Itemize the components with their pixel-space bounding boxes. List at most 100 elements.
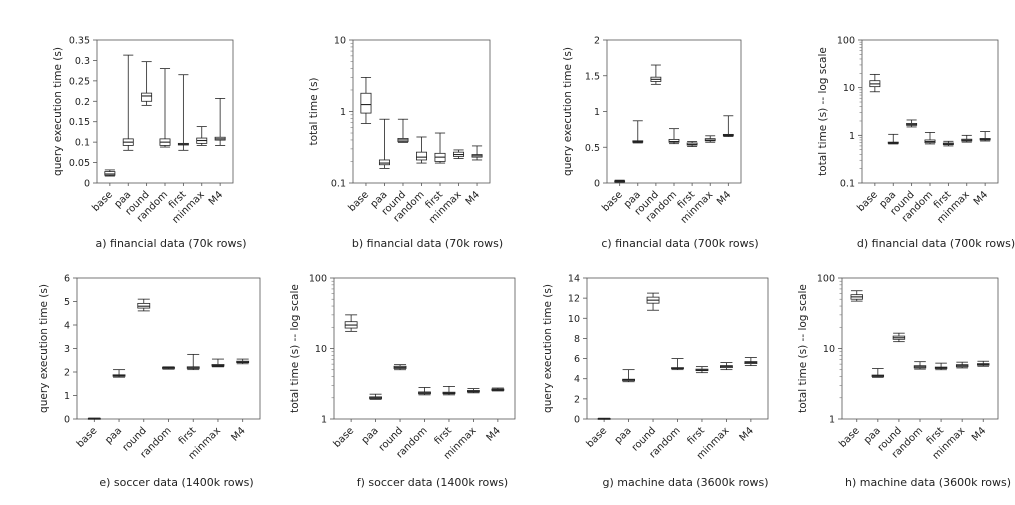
y-axis-label: query execution time (s) [52,47,64,176]
y-axis-label: total time (s) -- log scale [289,284,301,413]
y-tick-label: 1 [594,107,600,118]
category-label: base [585,425,610,450]
panel-caption: f) soccer data (1400k rows) [357,476,508,489]
category-label: M4 [207,189,225,207]
y-tick-label: 0.5 [585,143,600,154]
plot-frame [76,277,261,420]
panel-caption: c) financial data (700k rows) [601,237,758,250]
y-tick-label: 0 [594,179,600,190]
box [141,92,153,102]
y-tick-label: 6 [574,354,580,365]
plot-frame [333,277,516,420]
y-tick-label: 12 [568,294,580,305]
y-tick-label: 0.1 [75,138,90,149]
panel-caption: d) financial data (700k rows) [857,237,1015,250]
category-label: base [332,425,357,450]
box [104,171,116,176]
y-tick-label: 10 [334,36,346,47]
y-tick-label: 2 [574,394,580,405]
category-label: first [177,425,199,447]
plot-frame [861,39,999,184]
y-tick-label: 10 [843,83,855,94]
y-tick-label: 4 [574,374,580,385]
y-tick-label: 0 [64,415,70,426]
chart-panel-1: 0 0.05 0.1 0.15 0.2 0.25 0.3 0.35 query executio… [52,36,247,251]
y-axis-label: total time (s) -- log scale [797,284,809,413]
category-label: M4 [972,189,990,207]
category-label: M4 [464,189,482,207]
category-label: paa [360,425,381,446]
plot-frame [586,277,769,420]
y-tick-label: 0.1 [840,179,855,190]
y-tick-label: 5 [64,297,70,308]
box [360,92,372,114]
y-axis-label: query execution time (s) [38,284,50,413]
category-label: first [432,425,454,447]
category-label: paa [103,425,124,446]
y-axis-label: query execution time (s) [542,284,554,413]
box [416,151,427,161]
y-tick-label: 1 [829,415,835,426]
category-label: M4 [485,425,503,443]
y-tick-label: 0.05 [69,158,90,169]
chart-panel-6: 1 10 100 total time (s) -- log scale base paa… [289,274,516,489]
chart-panel-4: 0.1 1 10 100 total time (s) -- log scale base… [817,36,1015,251]
y-tick-label: 1 [64,391,70,402]
y-tick-label: 2 [594,36,600,47]
box [378,159,390,166]
category-label: base [346,189,371,214]
category-label: first [685,425,707,447]
category-label: base [837,425,862,450]
y-tick-label: 1.5 [585,71,600,82]
y-tick-label: 0 [84,179,90,190]
y-tick-label: 6 [64,274,70,285]
y-tick-label: 1 [321,415,327,426]
y-tick-label: 4 [64,321,70,332]
y-tick-label: 100 [309,274,327,285]
y-tick-label: 1 [340,107,346,118]
category-label: paa [613,425,634,446]
y-tick-label: 0.1 [331,179,346,190]
category-label: base [90,189,115,214]
y-tick-label: 0.3 [75,56,90,67]
y-tick-label: 100 [817,274,835,285]
panel-caption: b) financial data (70k rows) [352,237,503,250]
panel-caption: a) financial data (70k rows) [96,237,247,250]
box [668,138,680,143]
y-tick-label: 10 [315,344,327,355]
category-label: M4 [738,425,756,443]
y-axis-label: total time (s) [308,77,320,145]
panel-caption: e) soccer data (1400k rows) [99,476,253,489]
y-tick-label: 0.25 [69,76,90,87]
category-label: base [855,189,880,214]
y-tick-label: 2 [64,368,70,379]
category-label: base [75,425,100,450]
y-tick-label: 0 [574,415,580,426]
plot-frame [841,277,999,420]
chart-panel-7: 0 2 4 6 8 10 12 14 query execution time (s) base p… [542,274,769,490]
y-axis-label: total time (s) -- log scale [817,47,829,176]
y-tick-label: 0.15 [69,117,90,128]
plot-frame [606,39,742,184]
y-tick-label: 8 [574,334,580,345]
y-tick-label: 0.35 [69,36,90,47]
y-axis-label: query execution time (s) [562,47,574,176]
panel-caption: g) machine data (3600k rows) [603,476,769,489]
y-tick-label: 0.2 [75,97,90,108]
y-tick-label: 1 [849,131,855,142]
category-label: M4 [715,189,733,207]
category-label: M4 [229,425,247,443]
y-tick-label: 100 [837,36,855,47]
panel-caption: h) machine data (3600k rows) [845,476,1011,489]
category-label: M4 [970,425,988,443]
y-tick-label: 10 [823,344,835,355]
y-tick-label: 14 [568,274,580,285]
y-tick-label: 10 [568,314,580,325]
y-tick-label: 3 [64,344,70,355]
category-label: base [600,189,625,214]
